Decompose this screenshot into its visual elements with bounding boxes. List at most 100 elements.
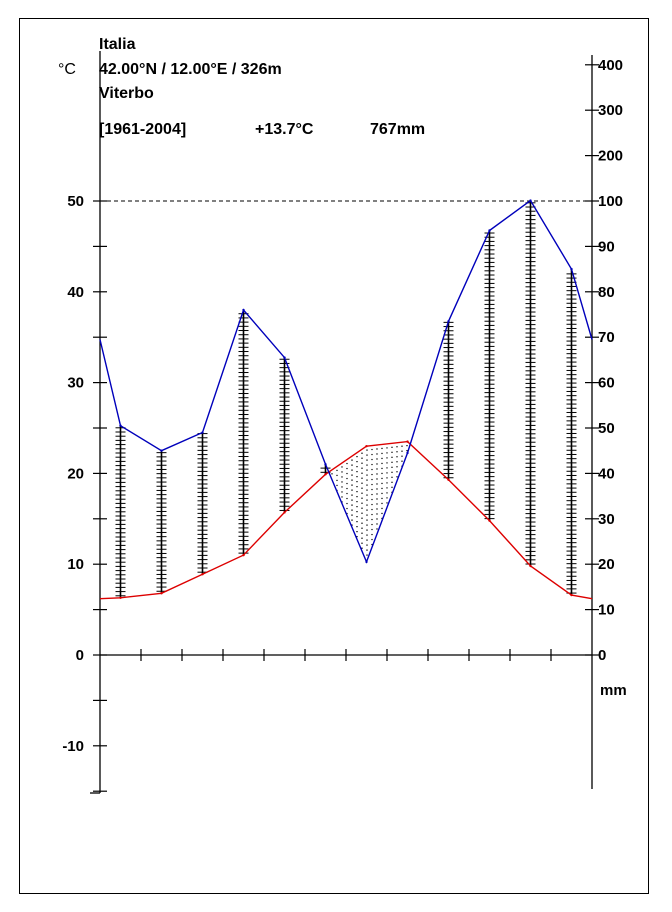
dry-dot	[361, 477, 363, 479]
dry-dot	[341, 476, 343, 478]
dry-dot	[376, 528, 378, 530]
dry-dot	[351, 514, 353, 516]
dry-dot	[381, 487, 383, 490]
dry-dot	[386, 477, 388, 479]
dry-dot	[376, 448, 378, 450]
dry-dot	[366, 554, 368, 556]
dry-dot	[391, 476, 393, 479]
precipitation-point	[324, 463, 327, 466]
dry-dot	[396, 446, 398, 448]
dry-dot	[361, 517, 363, 519]
series	[99, 199, 593, 600]
dry-dot	[331, 473, 333, 475]
temperature-point	[242, 553, 245, 557]
dry-dot	[361, 527, 363, 529]
dry-dot	[366, 539, 368, 541]
dry-dot	[381, 452, 383, 455]
precipitation-point	[406, 451, 409, 455]
dry-dot	[376, 503, 378, 505]
dry-dot	[391, 461, 393, 464]
dry-dot	[381, 472, 383, 475]
axes	[90, 51, 599, 794]
dry-dot	[381, 467, 383, 470]
chart-frame: 50 40 30 20 10 0 -10 400 300 200 100 90 80 70 60 50 40 30…	[19, 18, 649, 894]
dry-dot	[356, 505, 358, 508]
temperature-point	[201, 572, 204, 576]
dry-dot	[366, 484, 368, 486]
dry-dot	[371, 478, 373, 481]
dry-dot	[376, 488, 378, 490]
temperature-point	[488, 519, 491, 522]
dry-dot	[371, 488, 373, 491]
dry-dot	[386, 462, 388, 464]
dry-dot	[336, 479, 338, 482]
dry-dot	[346, 502, 348, 505]
dry-dot	[366, 549, 368, 551]
dry-dot	[366, 464, 368, 466]
dry-dot	[346, 462, 348, 465]
right-tick-label: 40	[598, 465, 615, 482]
dry-dot	[396, 466, 398, 468]
dry-dot	[376, 498, 378, 500]
right-tick-label: 200	[598, 148, 623, 165]
dry-dot	[351, 504, 353, 506]
dry-dot	[386, 497, 388, 499]
dry-dot	[371, 448, 373, 451]
temperature-point	[529, 564, 532, 568]
dry-dot	[366, 524, 368, 526]
dry-dot	[376, 508, 378, 510]
header-station: Viterbo	[99, 85, 154, 102]
dry-dot	[366, 544, 368, 546]
right-tick-label: 100	[598, 193, 623, 210]
dry-dot	[361, 502, 363, 504]
dry-dot	[361, 492, 363, 494]
dry-dot	[391, 481, 393, 484]
dry-dot	[361, 497, 363, 499]
right-tick-label: 0	[598, 647, 606, 664]
dry-dot	[351, 459, 353, 461]
dry-dot	[391, 446, 393, 449]
dry-dot	[396, 471, 398, 473]
header-annual-precipitation: 767mm	[370, 121, 425, 138]
dry-dot	[386, 452, 388, 454]
dry-dot	[361, 542, 363, 544]
dry-dot	[366, 504, 368, 506]
dry-dot	[361, 457, 363, 459]
dry-dot	[371, 463, 373, 466]
left-tick-label: 30	[67, 375, 84, 392]
dry-dot	[366, 499, 368, 501]
dry-dot	[356, 490, 358, 493]
dry-dot	[376, 513, 378, 515]
dry-dot	[366, 509, 368, 511]
dry-dot	[351, 484, 353, 486]
header-period: [1961-2004]	[99, 121, 186, 138]
dry-dot	[351, 509, 353, 511]
dry-dot	[371, 483, 373, 486]
dry-dot	[356, 515, 358, 518]
dry-dot	[366, 494, 368, 496]
precipitation-point	[160, 449, 163, 452]
dry-dot	[371, 468, 373, 471]
temperature-point	[160, 592, 163, 595]
dry-dot	[381, 512, 383, 515]
dry-dot	[366, 474, 368, 476]
right-tick-label: 10	[598, 602, 615, 619]
dry-dot	[371, 503, 373, 506]
dry-dot	[341, 481, 343, 483]
dry-dot	[356, 495, 358, 498]
right-tick-label: 90	[598, 238, 615, 255]
dry-dot	[356, 520, 358, 523]
dry-dot	[376, 523, 378, 525]
dry-dot	[371, 513, 373, 516]
dry-dot	[376, 463, 378, 465]
dry-dot	[381, 457, 383, 460]
dry-dot	[371, 518, 373, 521]
left-tick-label: 0	[76, 647, 84, 664]
dry-dot	[336, 484, 338, 487]
dry-dot	[376, 478, 378, 480]
dry-dot	[351, 479, 353, 481]
dry-dot	[361, 482, 363, 484]
right-tick-label: 60	[598, 375, 615, 392]
temperature-point	[365, 444, 368, 448]
precipitation-point	[447, 320, 450, 323]
